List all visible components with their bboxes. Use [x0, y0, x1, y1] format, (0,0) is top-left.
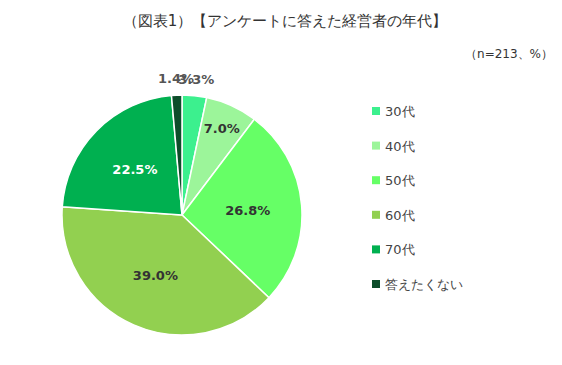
legend-label: 50代 [385, 173, 415, 188]
legend-swatch [372, 142, 380, 150]
legend-swatch [372, 280, 380, 288]
legend-label: 30代 [385, 104, 415, 119]
legend-swatch [372, 245, 380, 253]
legend-label: 答えたくない [385, 277, 463, 292]
slices [62, 95, 302, 335]
data-labels: 3.3%7.0%26.8%39.0%22.5%1.4% [112, 71, 270, 283]
legend-swatch [372, 176, 380, 184]
chart-svg: （図表1）【アンケートに答えた経営者の年代】（n=213、%）3.3%7.0%2… [0, 0, 562, 365]
data-label: 7.0% [204, 121, 240, 136]
chart-container: （図表1）【アンケートに答えた経営者の年代】（n=213、%）3.3%7.0%2… [0, 0, 562, 365]
legend-swatch [372, 107, 380, 115]
legend-label: 40代 [385, 139, 415, 154]
pie-slice [62, 95, 182, 215]
data-label: 1.4% [158, 71, 194, 86]
data-label: 22.5% [112, 162, 157, 177]
legend-label: 60代 [385, 208, 415, 223]
pie-slice [62, 207, 269, 335]
legend: 30代 40代 50代 60代 70代答えたくない [372, 104, 463, 292]
chart-title: （図表1）【アンケートに答えた経営者の年代】 [123, 12, 448, 30]
data-label: 39.0% [133, 268, 178, 283]
legend-swatch [372, 211, 380, 219]
pie-slice [171, 95, 182, 215]
data-label: 26.8% [225, 203, 270, 218]
legend-label: 70代 [385, 242, 415, 257]
chart-subtitle: （n=213、%） [465, 47, 553, 61]
